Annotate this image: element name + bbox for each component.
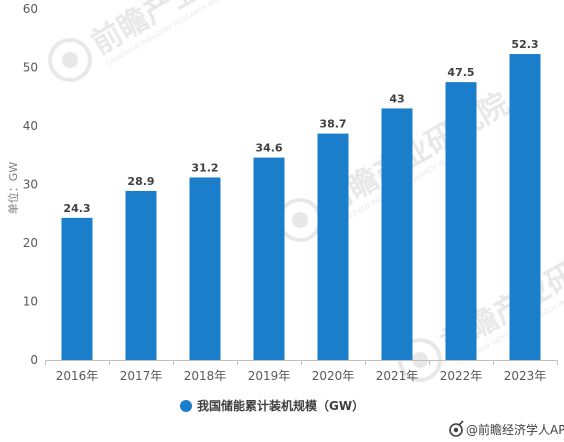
y-tick-label: 60 [23,2,38,16]
legend-swatch [180,400,192,412]
bar [189,177,221,360]
data-label: 38.7 [319,118,346,131]
legend: 我国储能累计装机规模（GW） [180,398,364,413]
x-tick-label: 2017年 [120,369,163,383]
x-tick-label: 2023年 [504,369,547,383]
x-tick-label: 2022年 [440,369,483,383]
data-label: 34.6 [255,142,282,155]
bar [445,82,477,360]
y-tick-label: 40 [23,119,38,133]
y-tick-label: 50 [23,61,38,75]
y-axis-title: 单位：GW [6,162,20,215]
data-label: 47.5 [447,66,474,79]
y-tick-label: 10 [23,295,38,309]
bar [509,54,541,361]
bar [381,108,413,360]
y-axis: 0 10 20 30 40 50 60 [23,2,38,367]
data-label: 24.3 [63,202,90,215]
data-label: 52.3 [511,38,538,51]
x-tick-label: 2019年 [248,369,291,383]
bar [253,157,285,360]
x-tick-label: 2020年 [312,369,355,383]
qianzhan-logo-icon [449,420,464,437]
y-tick-label: 0 [30,353,38,367]
data-label: 31.2 [191,161,218,174]
y-tick-label: 20 [23,236,38,250]
bar [125,190,157,360]
x-axis: 2016年 2017年 2018年 2019年 2020年 2021年 2022年 2023年 [45,360,558,383]
data-label: 28.9 [127,175,154,188]
x-tick-label: 2016年 [56,369,99,383]
bar-series: 24.3 28.9 31.2 34.6 38.7 43 47.5 52.3 [61,38,541,361]
x-tick-label: 2018年 [184,369,227,383]
svg-text:前瞻产业研究院: 前瞻产业研究院 [86,0,285,62]
bar [61,217,93,360]
legend-label: 我国储能累计装机规模（GW） [197,398,364,413]
y-tick-label: 30 [23,178,38,192]
bar [317,133,349,360]
x-tick-label: 2021年 [376,369,419,383]
data-label: 43 [389,92,404,105]
source-text: @前瞻经济学人APP [466,422,564,437]
source-credit: @前瞻经济学人APP [449,420,564,437]
